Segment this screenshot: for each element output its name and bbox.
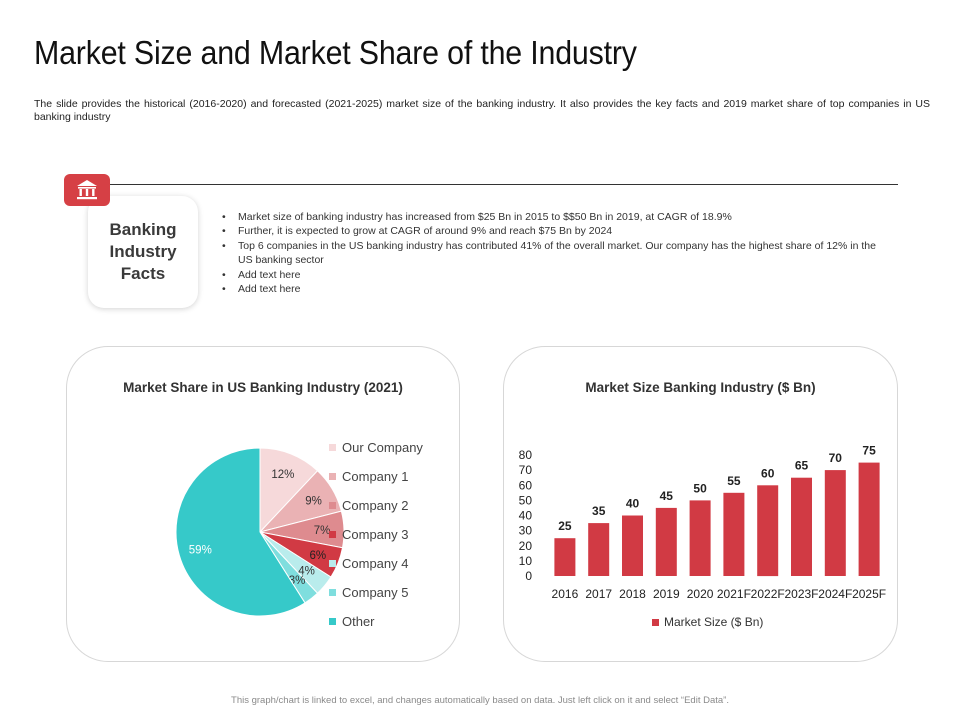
bank-icon [64,174,110,206]
pie-data-label: 59% [189,544,212,556]
list-item: Top 6 companies in the US banking indust… [222,239,882,268]
bar [757,485,779,577]
x-tick-label: 2018 [619,587,646,601]
market-share-card: Market Share in US Banking Industry (202… [66,346,460,662]
legend-item: Company 2 [329,491,423,520]
y-tick-label: 30 [519,524,533,538]
legend-swatch [329,444,336,451]
bar-data-label: 65 [795,459,809,473]
bar-data-label: 50 [693,481,707,495]
legend-label: Company 4 [342,556,409,571]
legend-label: Company 2 [342,498,409,513]
bar-data-label: 45 [660,489,674,503]
bar [554,538,576,576]
y-tick-label: 0 [525,569,532,583]
x-tick-label: 2025F [852,587,886,601]
y-tick-label: 20 [519,539,533,553]
facts-heading-box: Banking Industry Facts [88,196,198,308]
legend-label: Our Company [342,440,423,455]
x-tick-label: 2020 [687,587,714,601]
y-tick-label: 40 [519,509,533,523]
market-size-card: Market Size Banking Industry ($ Bn) 0 10 2… [503,346,898,662]
list-item: Add text here [222,282,882,297]
page-title: Market Size and Market Share of the Indu… [34,34,637,71]
bar-chart-title: Market Size Banking Industry ($ Bn) [585,380,816,395]
page-subtitle: The slide provides the historical (2016-… [34,98,930,123]
legend-label: Company 1 [342,469,409,484]
bar [622,515,643,576]
pie-data-label: 9% [305,495,322,507]
pie-data-label: 7% [314,525,331,537]
bar-data-label: 60 [761,466,775,480]
bar-data-label: 70 [829,451,843,465]
bar [791,477,812,576]
facts-list: Market size of banking industry has incr… [222,210,882,297]
legend-swatch [329,618,336,625]
legend-swatch [329,589,336,596]
bar [689,500,711,576]
x-tick-label: 2019 [653,587,680,601]
pie-data-label: 12% [271,469,294,481]
list-item: Further, it is expected to grow at CAGR … [222,224,882,239]
legend-label: Other [342,614,375,629]
section-divider [104,184,898,185]
x-tick-label: 2017 [585,587,612,601]
bar [824,470,846,576]
footer-note: This graph/chart is linked to excel, and… [231,695,729,706]
pie-data-label: 6% [309,550,326,562]
legend-swatch [329,531,336,538]
legend-item: Our Company [329,433,423,462]
legend-swatch [329,473,336,480]
pie-slice [259,447,319,534]
legend-item: Other [329,607,423,636]
pie-data-label: 4% [298,566,315,578]
y-tick-label: 60 [519,478,533,492]
bar [858,462,880,576]
bar-legend: Market Size ($ Bn) [652,615,763,629]
y-tick-label: 70 [519,463,533,477]
legend-item: Company 4 [329,549,423,578]
list-item: Market size of banking industry has incr… [222,210,882,225]
bar-data-label: 25 [558,519,572,533]
y-tick-label: 10 [519,554,533,568]
bar-data-label: 35 [592,504,606,518]
legend-label: Company 5 [342,585,409,600]
pie-legend: Our Company Company 1 Company 2 Company 3 Co… [329,433,423,636]
x-tick-label: 2022F [751,587,785,601]
y-tick-label: 80 [519,448,533,462]
legend-label: Company 3 [342,527,409,542]
bar-data-label: 55 [727,474,741,488]
x-tick-label: 2024F [818,587,852,601]
facts-heading: Banking Industry Facts [109,220,177,283]
legend-swatch [652,618,659,626]
pie-chart: 12%9%7%6%4%3%59% [175,447,345,617]
bar [723,492,745,576]
x-tick-label: 2023F [784,587,818,601]
x-tick-label: 2016 [552,587,579,601]
list-item: Add text here [222,268,882,283]
legend-swatch [329,560,336,567]
pie-slice [175,447,306,617]
legend-item: Company 5 [329,578,423,607]
bar-data-label: 40 [626,497,640,511]
legend-item: Company 3 [329,520,423,549]
bar-legend-label: Market Size ($ Bn) [664,615,764,629]
bar [588,523,610,576]
x-tick-label: 2021F [717,587,751,601]
y-tick-label: 50 [519,493,533,507]
legend-item: Company 1 [329,462,423,491]
legend-swatch [329,502,336,509]
bar-chart: 0102030405060708025201635201740201845201… [519,444,886,601]
bar [655,507,677,576]
pie-chart-title: Market Share in US Banking Industry (202… [123,380,403,395]
bar-data-label: 75 [862,444,876,458]
